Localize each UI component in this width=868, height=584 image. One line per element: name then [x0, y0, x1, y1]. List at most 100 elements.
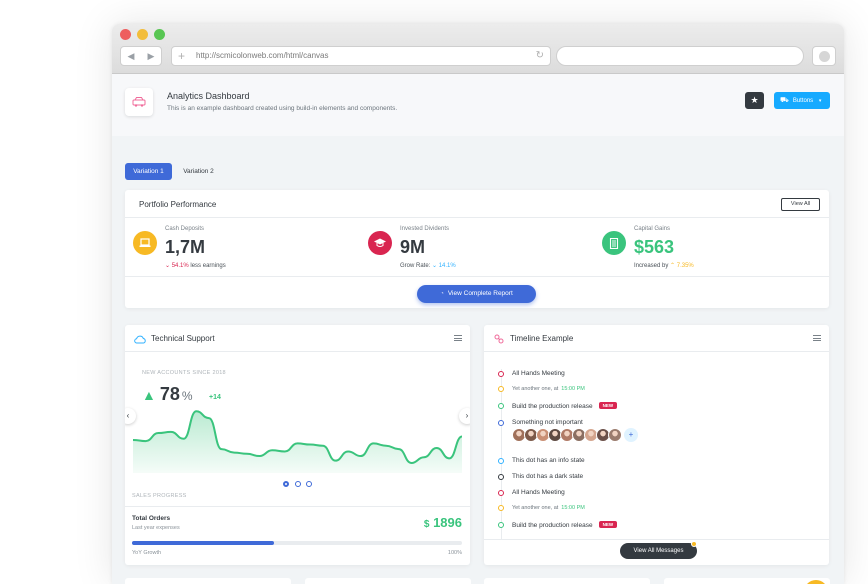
metric-label: Capital Gains: [634, 226, 671, 232]
headline-unit: %: [181, 389, 193, 403]
notification-dot: [691, 541, 697, 547]
view-all-button[interactable]: View All: [781, 198, 820, 211]
timeline-item: Yet another one, at 15:00 PM: [496, 383, 816, 397]
timeline-text: All Hands Meeting: [512, 370, 565, 377]
favorite-button[interactable]: ★: [745, 92, 764, 109]
profile-icon: [819, 51, 830, 62]
avatar[interactable]: [608, 428, 622, 442]
address-bar[interactable]: + http://scmicolonweb.com/html/canvas ↻: [171, 46, 551, 66]
close-window-button[interactable]: [120, 29, 131, 40]
metric-value: 1,7M: [165, 237, 206, 257]
profile-button[interactable]: [812, 46, 836, 66]
timeline-dot-icon: [498, 403, 504, 409]
carousel-dot-active[interactable]: [283, 481, 289, 487]
dashboard-app: Analytics Dashboard This is an example d…: [112, 74, 844, 584]
divider: [125, 506, 470, 507]
metric-trend: Grow Rate: ⌄ 14.1%: [400, 262, 456, 269]
timeline-dot-icon: [498, 474, 504, 480]
car-icon: ⛟: [780, 97, 789, 104]
card-title: Timeline Example: [510, 334, 574, 343]
minimize-window-button[interactable]: [137, 29, 148, 40]
timeline-dot-icon: [498, 522, 504, 528]
tab-variation-1[interactable]: Variation 1: [125, 163, 172, 180]
buttons-dropdown[interactable]: ⛟ Buttons ▾: [774, 92, 830, 109]
trend-value: 14.1%: [438, 263, 456, 269]
page-title: Analytics Dashboard: [167, 91, 250, 101]
timeline-label: Yet another one, at: [512, 505, 559, 511]
timeline-label: Yet another one, at: [512, 386, 559, 392]
bottom-card: [125, 578, 291, 584]
timeline-item: Something not important: [496, 417, 816, 431]
metric-label: Invested Dividents: [400, 226, 450, 232]
orders-number: 1896: [433, 515, 462, 530]
view-complete-report-button[interactable]: ◔ View Complete Report: [417, 285, 536, 303]
divider: [125, 351, 470, 352]
back-button[interactable]: ◀: [127, 51, 135, 61]
report-button-label: View Complete Report: [447, 290, 513, 297]
metric-value: 9M: [400, 237, 426, 257]
card-title: Portfolio Performance: [139, 200, 217, 209]
timeline-dot-icon: [498, 505, 504, 511]
report-icon: ◔: [440, 291, 444, 297]
orders-subtitle: Last year expenses: [132, 525, 180, 531]
carousel-dot[interactable]: [306, 481, 312, 487]
metric-invested-dividents: Invested Dividents 9M Grow Rate: ⌄ 14.1%: [368, 220, 588, 270]
timeline-text: Build the production release NEW: [512, 402, 618, 410]
new-tab-icon[interactable]: +: [178, 49, 186, 63]
carousel-prev-button[interactable]: ‹: [125, 408, 136, 424]
history-nav: ◀ ▶: [120, 46, 162, 66]
reload-icon[interactable]: ↻: [535, 50, 544, 61]
new-badge: NEW: [598, 402, 618, 409]
page-subtitle: This is an example dashboard created usi…: [167, 105, 398, 112]
timeline-label: This dot has an info state: [512, 457, 585, 464]
maximize-window-button[interactable]: [154, 29, 165, 40]
metric-capital-gains: Capital Gains $563 Increased by ⌃ 7.35%: [602, 220, 822, 270]
arrow-up-icon: ▲: [142, 387, 156, 403]
timeline-text: Yet another one, at 15:00 PM: [512, 505, 585, 511]
browser-chrome: ◀ ▶ + http://scmicolonweb.com/html/canva…: [112, 24, 844, 74]
timeline-dot-icon: [498, 371, 504, 377]
divider: [125, 217, 829, 218]
graduation-cap-icon: [368, 231, 392, 255]
page-header-icon: [125, 88, 153, 116]
tab-variation-2[interactable]: Variation 2: [183, 168, 214, 175]
bottom-card: [664, 578, 830, 584]
menu-icon[interactable]: [454, 335, 462, 341]
timeline-text: Yet another one, at 15:00 PM: [512, 386, 585, 392]
trend-value: 54.1%: [171, 263, 189, 269]
metric-trend: ⌄ 54.1% less earnings: [165, 262, 226, 269]
carousel-next-button[interactable]: ›: [459, 408, 470, 424]
metric-value: $563: [634, 237, 675, 257]
trend-prefix: Grow Rate:: [400, 263, 431, 269]
timeline-item: Yet another one, at 15:00 PM: [496, 502, 816, 516]
trend-value: 7.35%: [676, 263, 694, 269]
timeline-dot-icon: [498, 386, 504, 392]
building-icon: [602, 231, 626, 255]
browser-search-input[interactable]: [556, 46, 804, 66]
chart-area: [133, 411, 462, 473]
currency-symbol: $: [423, 519, 430, 530]
timeline-time: 15:00 PM: [561, 386, 585, 392]
timeline-label: Build the production release: [512, 403, 593, 410]
url-text: http://scmicolonweb.com/html/canvas: [196, 51, 329, 60]
card-title: Technical Support: [151, 334, 215, 343]
trend-prefix: Increased by: [634, 263, 669, 269]
car-icon: [132, 97, 146, 107]
view-all-messages-button[interactable]: View All Messages: [620, 543, 697, 559]
forward-button[interactable]: ▶: [147, 51, 155, 61]
timeline-card: Timeline Example All Hands Meeting Yet an…: [484, 325, 829, 565]
menu-icon[interactable]: [813, 335, 821, 341]
cloud-icon: [134, 335, 146, 344]
timeline-dot-icon: [498, 420, 504, 426]
add-avatar-button[interactable]: +: [624, 428, 638, 442]
arrow-up-icon: ⌃: [670, 263, 676, 269]
headline-delta: +14: [209, 394, 221, 401]
sales-progress-label: SALES PROGRESS: [132, 493, 187, 499]
carousel-dot[interactable]: [295, 481, 301, 487]
total-orders-label: Total Orders: [132, 515, 171, 522]
timeline-text: This dot has a dark state: [512, 473, 583, 480]
timeline-text: Build the production release NEW: [512, 521, 618, 529]
metric-cash-deposits: Cash Deposits 1,7M ⌄ 54.1% less earnings: [133, 220, 353, 270]
chart-kicker: NEW ACCOUNTS SINCE 2018: [142, 370, 226, 376]
timeline-label: Something not important: [512, 419, 583, 426]
